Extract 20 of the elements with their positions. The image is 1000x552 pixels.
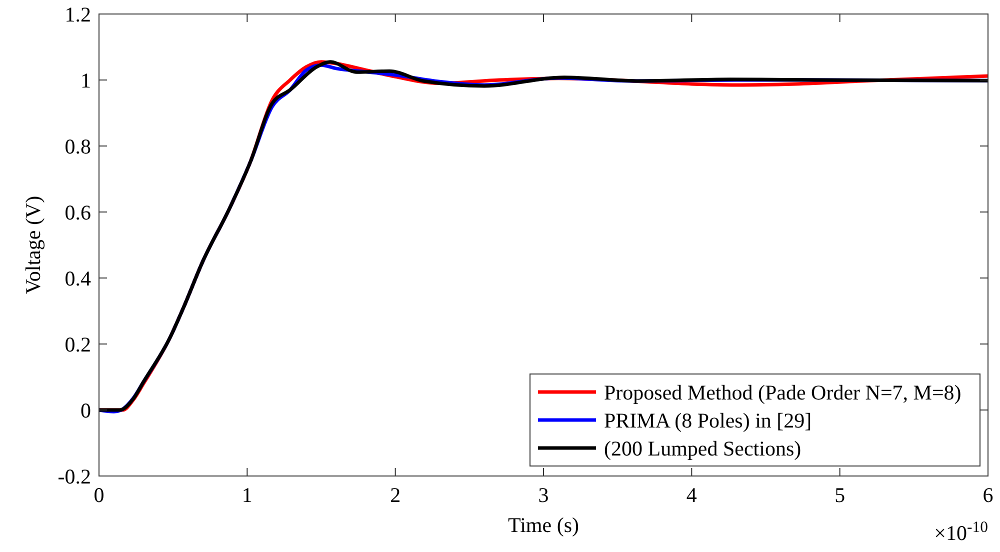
y-tick-label: 1 <box>80 68 91 92</box>
y-tick-label: -0.2 <box>58 464 91 488</box>
x-tick-label: 6 <box>982 483 994 507</box>
x-tick-label: 1 <box>242 483 252 507</box>
y-tick-label: 0.8 <box>64 134 91 158</box>
x-tick-label: 5 <box>834 483 846 507</box>
x-tick-label: 2 <box>390 483 401 507</box>
legend-label: (200 Lumped Sections) <box>604 436 802 460</box>
text: ×10$^{-10}$ <box>934 518 988 545</box>
y-tick-label: 0.6 <box>64 200 91 224</box>
y-tick-label: 0.4 <box>64 266 92 290</box>
legend-label: PRIMA (8 Poles) in [29] <box>604 408 812 432</box>
legend-label: Proposed Method (Pade Order N=7, M=8) <box>604 380 962 404</box>
x-tick-label: 3 <box>538 483 549 507</box>
x-axis-title: Time (s) <box>508 513 579 537</box>
y-axis-title: Voltage (V) <box>21 196 45 294</box>
y-tick-label: 0 <box>80 398 91 422</box>
y-tick-label: 1.2 <box>64 2 91 26</box>
x-tick-label: 4 <box>686 483 698 507</box>
y-tick-label: 0.2 <box>64 332 91 356</box>
